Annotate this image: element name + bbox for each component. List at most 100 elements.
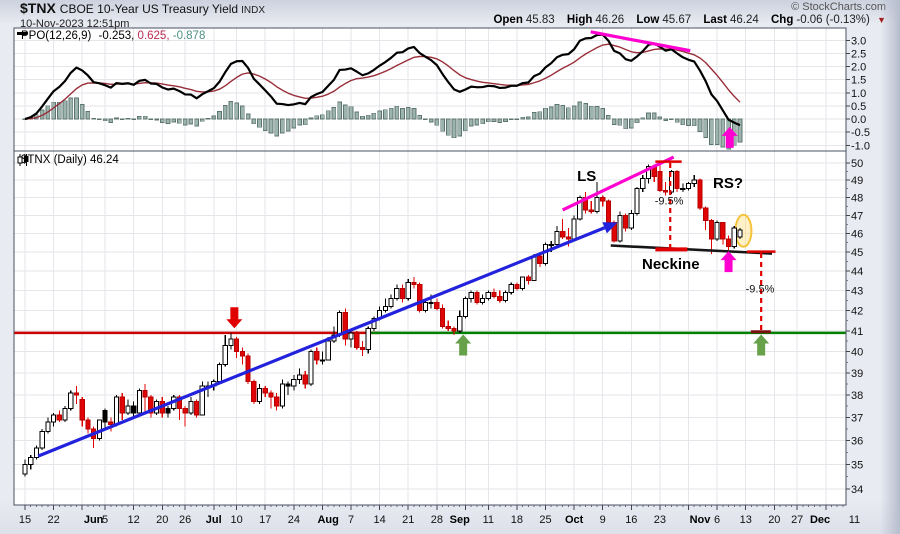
candle-body [33,447,40,458]
annotation-ppo-arrow-magenta [721,126,738,148]
candle-body [62,407,68,421]
quote-low-value: 45.67 [662,14,692,26]
candle-body [308,351,314,385]
candle-body [725,238,732,247]
candle-body [119,396,125,414]
svg-text:17: 17 [259,514,271,526]
annotation-ppo-trendline [590,30,691,53]
candle-body [262,387,268,394]
svg-text:14: 14 [374,514,386,526]
candle-body [125,405,131,414]
annotation-ls-trendline [561,155,675,212]
candle-body [102,410,108,423]
candle-body [394,288,400,299]
candle-body [531,255,537,282]
candle-body [537,255,543,264]
candle-body [56,414,62,421]
svg-text:26: 26 [179,514,191,526]
candle-body [514,284,520,290]
quote-high-value: 46.26 [595,14,625,26]
main-legend: $TNX (Daily) 46.24 [17,154,119,166]
svg-text:Neckine: Neckine [642,256,700,273]
candle-body [28,456,34,465]
svg-text:Jun: Jun [84,514,104,526]
svg-text:48: 48 [851,193,863,205]
candle-body [302,374,308,385]
candle-body [502,291,509,301]
ppo-hist-value: -0.878 [172,30,206,42]
svg-text:Aug: Aug [317,514,338,526]
svg-text:0.0: 0.0 [851,114,866,126]
svg-text:45: 45 [851,247,863,259]
svg-text:44: 44 [851,266,863,278]
candle-body [691,179,697,185]
candle-body [291,379,297,387]
candle-body [697,179,703,209]
quote-chg-label: Chg [771,14,794,26]
svg-text:25: 25 [539,514,551,526]
svg-text:Oct: Oct [565,514,584,526]
candle-body [194,401,200,416]
ppo-legend: PPO(12,26,9) -0.253, 0.625, -0.878 [17,30,205,42]
annotation-uptrend-arrow [37,222,618,458]
candle-body [274,396,280,407]
candle-body [525,276,531,282]
svg-text:-0.5: -0.5 [851,127,870,139]
svg-text:16: 16 [625,514,637,526]
candle-body [365,328,371,351]
svg-text:42: 42 [851,305,863,317]
svg-text:20: 20 [768,514,780,526]
symbol-suffix: INDX [241,5,266,16]
candle-body [657,170,663,191]
candle-body [497,295,503,301]
candle-body [285,383,291,387]
x-axis-labels: 15 22 5 12 20 26 10 17 24 7 14 21 28 11 18 25 9 16 23 6 13 20… [19,514,860,526]
quote-last-value: 46.24 [730,14,759,26]
candle-body [85,419,91,430]
candle-body [439,307,446,328]
copyright: © StockCharts.com [791,1,886,13]
candle-body [165,407,171,414]
candle-body [411,282,417,286]
panel-backgrounds [14,28,846,505]
candle-body [245,355,251,383]
svg-text:12: 12 [128,514,140,526]
candle-body [73,392,80,396]
svg-text:6: 6 [714,514,720,526]
grid-layer [14,28,846,505]
candle-body [462,297,469,317]
quote-high-label: High [566,14,593,26]
candle-body [457,315,463,332]
candle-body [560,231,566,238]
candle-body [239,351,245,357]
svg-text:49: 49 [851,175,863,187]
candle-body [623,214,629,229]
candle-body [605,200,612,224]
quote-open-value: 45.83 [525,14,555,26]
candle-body [634,188,640,215]
candle-body [731,227,737,247]
chart-header: $TNX CBOE 10-Year US Treasury Yield INDX 1… [20,1,266,31]
candle-body [45,421,51,432]
svg-text:18: 18 [511,514,523,526]
svg-text:40: 40 [851,347,863,359]
svg-text:5: 5 [102,514,108,526]
candle-body [628,213,634,229]
svg-text:20: 20 [156,514,168,526]
svg-text:Nov: Nov [690,514,712,526]
annotation-neckline [610,244,773,255]
candle-body [399,288,406,299]
candle-body [108,421,114,425]
quote-open-label: Open [493,14,523,26]
ppo-signal-line [24,43,741,120]
candle-body [428,301,434,304]
candle-body [577,197,583,220]
svg-text:7: 7 [348,514,354,526]
annotation-neckline-test-arrow-magenta [720,251,737,273]
svg-text:2.5: 2.5 [851,48,866,60]
candle-body [708,220,714,240]
annotation-rs-label: RS? [713,175,743,192]
svg-text:27: 27 [791,514,803,526]
dropdown-arrow-icon[interactable]: ▼ [877,15,886,25]
